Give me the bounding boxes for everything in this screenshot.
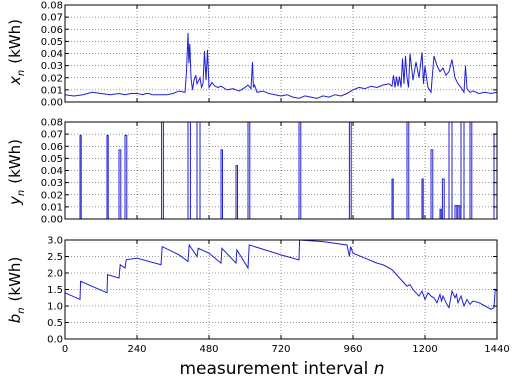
y-tick-label: 0.07 <box>41 130 63 141</box>
y-tick-label: 0.03 <box>41 178 63 189</box>
y-axis-label-var: x <box>6 76 24 86</box>
y-tick-label: 0.04 <box>41 49 63 60</box>
y-tick-label: 2.5 <box>47 252 63 263</box>
x-axis-label-var: n <box>374 359 385 379</box>
y-tick-label: 0.08 <box>41 1 63 12</box>
x-tick-label: 480 <box>199 344 218 355</box>
y-tick-label: 0.07 <box>41 13 63 24</box>
panel-battery-level: 0.0 0.5 1.0 1.5 2.0 2.5 3.0 0 240 480 720 960 1200 14… <box>6 236 510 356</box>
panel-energy-consumption: 0.00 0.010.020.030.040.050.060.070.08 xn (k… <box>6 1 498 109</box>
y-tick-label: 3.0 <box>47 236 63 247</box>
y-tick-label: 0.00 <box>41 98 63 109</box>
y-tick-label: 0.05 <box>41 154 63 165</box>
x-tick-label: 1200 <box>412 344 437 355</box>
y-tick-label: 1.0 <box>47 302 63 313</box>
y-tick-label: 0.05 <box>41 37 63 48</box>
y-axis-label-unit: (kWh) <box>6 139 24 184</box>
x-tick-label: 240 <box>127 344 146 355</box>
y-axis-label-sub: n <box>16 70 27 76</box>
y-tick-label: 1.5 <box>47 285 63 296</box>
y-axis-label: yn (kWh) <box>6 139 27 206</box>
x-tick-label: 960 <box>343 344 362 355</box>
y-tick-label: 0.5 <box>47 318 63 329</box>
x-tick-label: 0 <box>62 344 68 355</box>
y-axis-label-sub: n <box>16 190 27 196</box>
x-tick-label: 720 <box>271 344 290 355</box>
x-axis-label: measurement interval n <box>179 359 384 379</box>
y-tick-label: 2.0 <box>47 269 63 280</box>
y-axis-label: bn (kWh) <box>6 257 27 324</box>
y-axis-label-var: b <box>6 314 24 324</box>
y-tick-label: 0.06 <box>41 25 63 36</box>
y-axis-label: xn (kWh) <box>6 19 27 86</box>
y-tick-label: 0.01 <box>41 202 63 213</box>
y-tick-label: 0.02 <box>41 73 63 84</box>
y-tick-label: 0.06 <box>41 142 63 153</box>
y-axis-label-var: y <box>6 195 24 206</box>
y-axis-label-sub: n <box>16 307 27 313</box>
y-tick-label: 0.01 <box>41 85 63 96</box>
y-axis-label-unit: (kWh) <box>6 19 24 64</box>
y-tick-label: 0.04 <box>41 166 63 177</box>
y-tick-label: 0.0 <box>47 335 63 346</box>
x-axis-label-text: measurement interval <box>179 359 368 379</box>
x-tick-label: 1440 <box>484 344 509 355</box>
series-line <box>64 32 498 99</box>
y-tick-label: 0.03 <box>41 61 63 72</box>
panel-requested-energy: 0.00 0.010.020.030.040.050.060.070.08 yn (k… <box>6 118 498 226</box>
series-line <box>64 239 498 310</box>
y-tick-label: 0.08 <box>41 118 63 129</box>
y-axis-label-unit: (kWh) <box>6 257 24 302</box>
y-tick-label: 0.02 <box>41 190 63 201</box>
y-tick-label: 0.00 <box>41 215 63 226</box>
